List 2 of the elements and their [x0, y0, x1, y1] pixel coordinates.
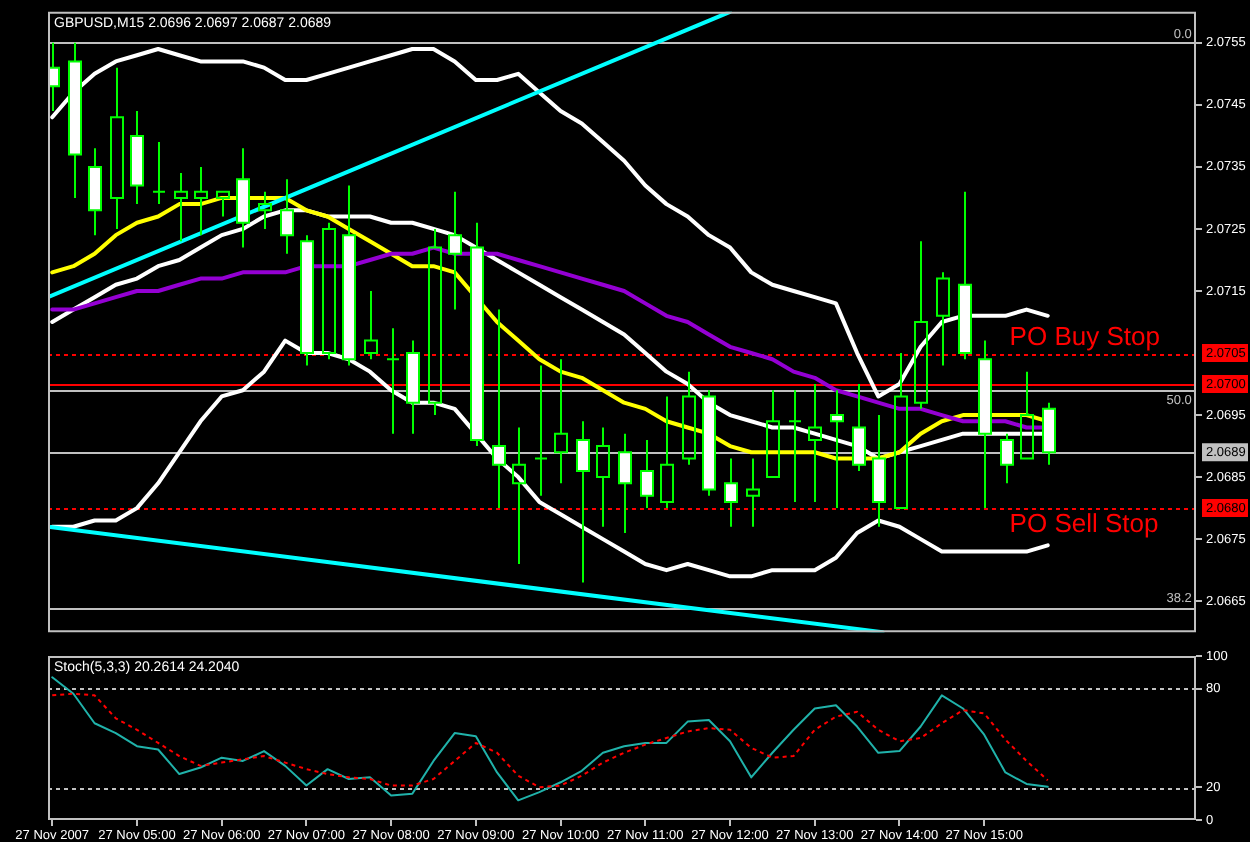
- annotation: PO Buy Stop: [1009, 321, 1160, 352]
- annotation: PO Sell Stop: [1009, 508, 1159, 539]
